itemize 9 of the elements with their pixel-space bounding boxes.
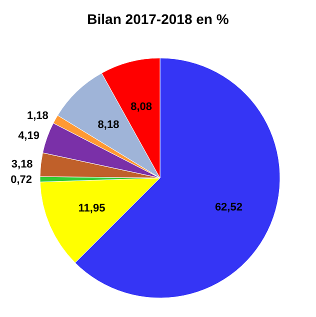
data-label: 4,19 — [18, 130, 40, 142]
data-label: 3,18 — [11, 158, 33, 171]
data-label: 0,72 — [10, 174, 32, 186]
chart-title: Bilan 2017-2018 en % — [87, 11, 230, 27]
data-label: 8,18 — [98, 119, 120, 132]
data-label: 8,08 — [130, 100, 152, 113]
data-label: 62,52 — [214, 201, 242, 214]
data-label: 1,18 — [26, 110, 48, 122]
data-label: 11,95 — [78, 202, 106, 214]
